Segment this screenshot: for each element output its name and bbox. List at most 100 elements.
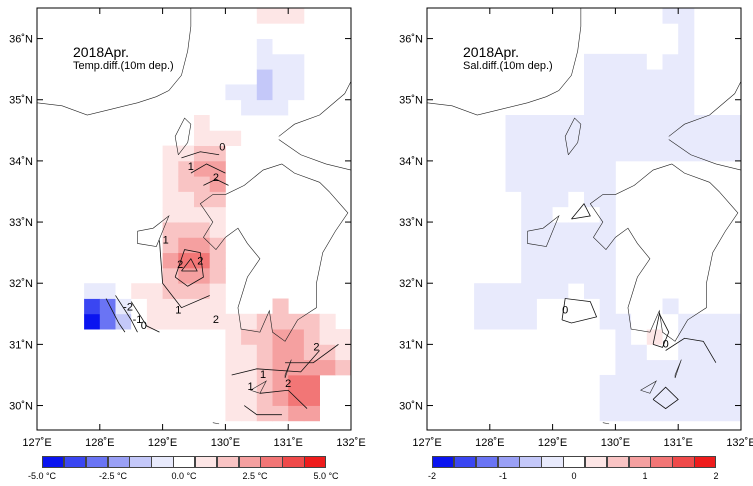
contour-label: 1 [247,381,253,393]
grid-cell [599,390,616,406]
grid-cell [678,38,695,55]
grid-cell [335,359,352,376]
contour-label: 1 [188,161,194,173]
grid-cell [256,344,273,361]
y-tick-label: 30˚N [399,401,423,413]
colorbar-swatch [194,456,218,468]
contour-label: 2 [285,378,291,390]
grid-cell [84,298,101,315]
grid-cell [662,405,679,422]
colorbar-swatch [650,456,673,468]
grid-cell [725,115,742,131]
contour-label: 2 [213,314,219,326]
grid-cell [646,53,663,70]
grid-cell [536,298,553,315]
grid-cell [194,160,211,177]
grid-cell [709,313,726,330]
colorbar-tick-label: -5.0 °C [27,471,57,481]
grid-cell [194,237,211,254]
contour-label: 1 [260,369,266,381]
grid-cell [615,84,632,101]
grid-cell [599,405,616,422]
grid-cell [709,359,726,376]
grid-cell [646,145,663,162]
grid-cell [115,313,132,330]
grid-cell [584,160,601,177]
y-tick-label: 34˚N [399,156,423,168]
grid-cell [662,69,679,85]
contour-labels: 00 [562,305,669,351]
grid-cell [194,176,211,192]
coastline-segment [212,422,220,425]
grid-cell [178,283,195,299]
grid-cell [646,344,663,361]
grid-cell [709,329,726,345]
contour-label: 0 [562,305,568,317]
grid-cell [474,298,491,315]
grid-cell [521,145,538,162]
grid-cell [552,252,569,269]
x-tick-label: 128˚E [475,437,504,449]
coastline-segment [36,8,192,116]
grid-cell [241,130,258,147]
x-tick-label: 132˚E [336,437,365,449]
grid-cell [241,344,258,361]
grid-cell [474,313,491,330]
grid-cell [162,206,179,223]
grid-cell [536,252,553,269]
grid-cell [303,374,320,391]
grid-cell [162,252,179,269]
grid-cell [489,298,506,315]
grid-cell [568,115,585,131]
colorbar-swatch [519,456,542,468]
grid-cell [615,374,632,391]
grid-cell [568,160,585,177]
grid-cell [599,69,616,85]
grid-cell [146,298,163,315]
contour-label: 0 [219,141,225,153]
grid-cell [709,405,726,422]
grid-cell [521,283,538,299]
grid-cell [584,222,601,238]
contour-label: 0 [141,320,147,332]
x-tick-label: 130˚E [211,437,240,449]
grid-cell [241,359,258,376]
y-tick-label: 31˚N [9,339,33,351]
grid-cell [131,283,148,299]
grid-cell [335,329,352,345]
grid-cell [178,191,195,208]
grid-cell [662,84,679,101]
grid-cell [646,8,663,24]
grid-cell [256,84,273,101]
grid-cell [631,130,648,147]
grid-cell [288,23,305,39]
grid-cell [521,267,538,284]
grid-cell [178,267,195,284]
grid-cell [693,115,710,131]
grid-cell [584,237,601,254]
grid-cell [536,115,553,131]
grid-cell [552,115,569,131]
grid-cell [303,405,320,422]
contour-labels: 0 1 2 1 2 2 1 2 -1-2 0 1 2 2 1 [123,141,319,393]
grid-cell [288,8,305,24]
temperature-map: 0 1 2 1 2 2 1 2 -1-2 0 1 2 2 1 127˚E 128˚E 129˚E 130˚E 13… [9,7,366,449]
grid-cell [505,176,522,192]
grid-cell [678,390,695,406]
grid-cell [194,115,211,131]
grid-cell [662,53,679,70]
grid-cell [662,115,679,131]
grid-cell [615,115,632,131]
grid-cell [162,222,179,238]
grid-cell [678,23,695,39]
grid-cell [678,405,695,422]
axis-ticks [426,8,742,430]
grid-cell [662,23,679,39]
grid-cell [584,69,601,85]
grid-cell [162,298,179,315]
grid-cell [505,145,522,162]
grid-cell [631,145,648,162]
grid-cell [662,298,679,315]
grid-cell [631,53,648,70]
grid-cell [678,359,695,376]
